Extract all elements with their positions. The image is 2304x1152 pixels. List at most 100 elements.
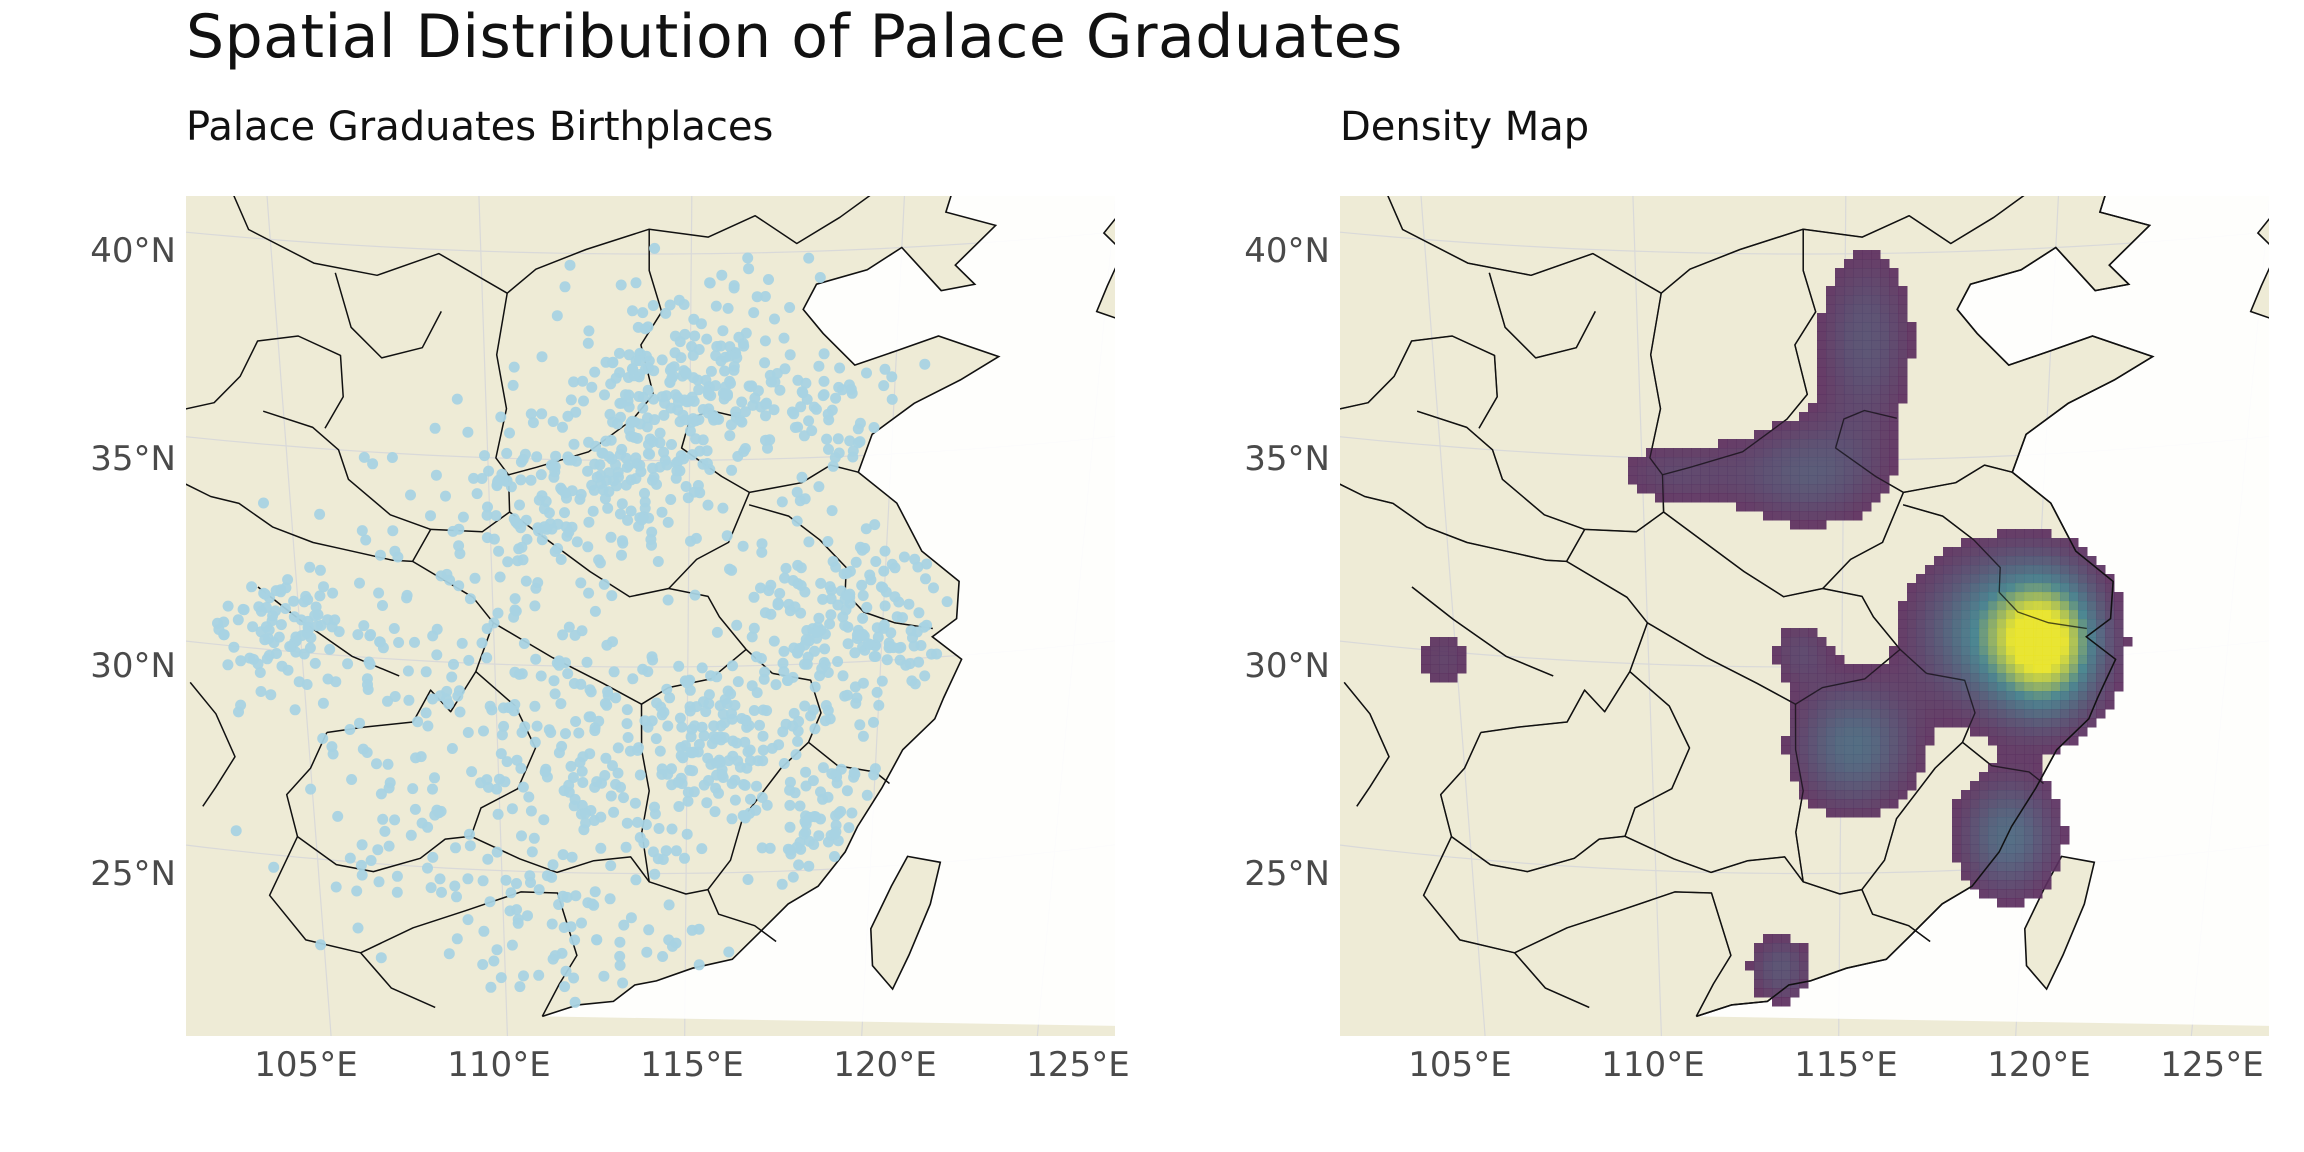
birthplace-point: [612, 742, 624, 754]
birthplace-point: [427, 693, 439, 705]
birthplace-point: [829, 452, 841, 464]
birthplace-point: [717, 325, 729, 337]
birthplace-point: [653, 823, 665, 834]
birthplace-point: [517, 453, 529, 465]
birthplace-point: [854, 719, 866, 731]
birthplace-point: [633, 742, 644, 754]
birthplace-point: [453, 523, 465, 535]
birthplace-point: [849, 681, 861, 693]
birthplace-point: [814, 272, 826, 283]
birthplace-point: [304, 642, 316, 654]
birthplace-point: [491, 944, 503, 956]
density-map[interactable]: [1340, 196, 2269, 1036]
birthplace-point: [454, 706, 466, 718]
birthplace-point: [689, 486, 700, 498]
birthplace-point: [471, 488, 483, 500]
birthplace-point: [212, 617, 223, 629]
birthplace-point: [523, 791, 535, 803]
birthplace-point: [580, 817, 592, 829]
birthplace-point: [841, 689, 853, 701]
birthplace-point: [360, 534, 372, 546]
birthplace-point: [618, 919, 630, 931]
birthplace-point: [822, 408, 834, 420]
birthplace-point: [822, 536, 834, 547]
birthplace-point: [860, 523, 872, 535]
birthplace-point: [517, 781, 529, 793]
birthplace-point: [620, 389, 631, 401]
birthplace-point: [356, 839, 368, 851]
birthplace-point: [611, 418, 623, 430]
birthplace-point: [756, 546, 768, 558]
birthplace-point: [739, 779, 751, 791]
birthplace-point: [354, 577, 365, 589]
birthplace-point: [649, 242, 661, 254]
birthplace-point: [870, 556, 882, 567]
birthplace-point: [862, 638, 874, 650]
birthplace-point: [646, 539, 657, 551]
birthplace-point: [429, 422, 441, 434]
birthplace-point: [800, 766, 812, 778]
birthplace-point: [603, 451, 615, 463]
birthplace-point: [298, 596, 310, 608]
birthplace-point: [230, 825, 242, 837]
birthplace-point: [765, 376, 777, 388]
birthplace-point: [569, 793, 581, 805]
birthplace-point: [416, 817, 428, 829]
birthplace-point: [794, 800, 806, 812]
birthplace-point: [382, 758, 394, 770]
birthplace-point: [657, 854, 669, 865]
birthplace-point: [514, 981, 526, 993]
birthplace-point: [640, 350, 652, 362]
birthplace-point: [804, 811, 816, 823]
birthplace-point: [845, 383, 857, 395]
birthplace-point: [664, 377, 676, 388]
birthplace-point: [799, 586, 811, 598]
birthplace-point: [795, 607, 807, 619]
birthplace-point: [535, 670, 547, 682]
birthplace-point: [476, 637, 488, 649]
birthplace-point: [702, 499, 714, 511]
birthplace-point: [558, 922, 570, 933]
birthplace-point: [682, 795, 694, 807]
birthplace-point: [800, 634, 812, 646]
birthplace-point: [830, 392, 842, 404]
birthplace-point: [425, 882, 437, 894]
birthplace-point: [816, 663, 828, 675]
birthplace-point: [670, 937, 682, 949]
birthplace-point: [821, 433, 833, 445]
birthplace-point: [481, 509, 493, 521]
birthplace-point: [560, 965, 572, 977]
birthplace-point: [362, 679, 373, 691]
birthplace-point: [365, 855, 377, 866]
birthplace-point: [585, 686, 597, 698]
birthplace-point: [509, 593, 521, 605]
birthplace-point: [565, 394, 577, 406]
birthplace-point: [541, 870, 553, 882]
birthplace-point: [630, 277, 642, 289]
birthplace-point: [551, 310, 563, 322]
birthplace-point: [794, 836, 806, 848]
birthplace-point: [818, 375, 830, 387]
birthplace-point: [549, 688, 561, 700]
birthplace-point: [642, 362, 654, 374]
birthplace-point: [647, 300, 659, 311]
birthplace-point: [555, 698, 567, 710]
birthplace-point: [276, 660, 288, 672]
birthplace-point: [496, 468, 508, 480]
birthplace-point: [314, 508, 326, 520]
birthplace-point: [588, 484, 600, 496]
birthplaces-map[interactable]: [186, 196, 1115, 1036]
birthplace-point: [705, 365, 717, 377]
birthplace-point: [391, 886, 403, 898]
birthplace-point: [332, 810, 344, 822]
birthplace-point: [663, 899, 675, 911]
birthplace-point: [456, 637, 468, 649]
birthplace-point: [553, 899, 565, 910]
birthplace-point: [898, 551, 910, 563]
birthplace-point: [512, 917, 524, 929]
birthplace-point: [869, 763, 881, 775]
birthplace-point: [420, 666, 432, 678]
birthplace-point: [483, 781, 494, 793]
birthplace-point: [536, 351, 548, 363]
birthplace-point: [429, 772, 440, 784]
